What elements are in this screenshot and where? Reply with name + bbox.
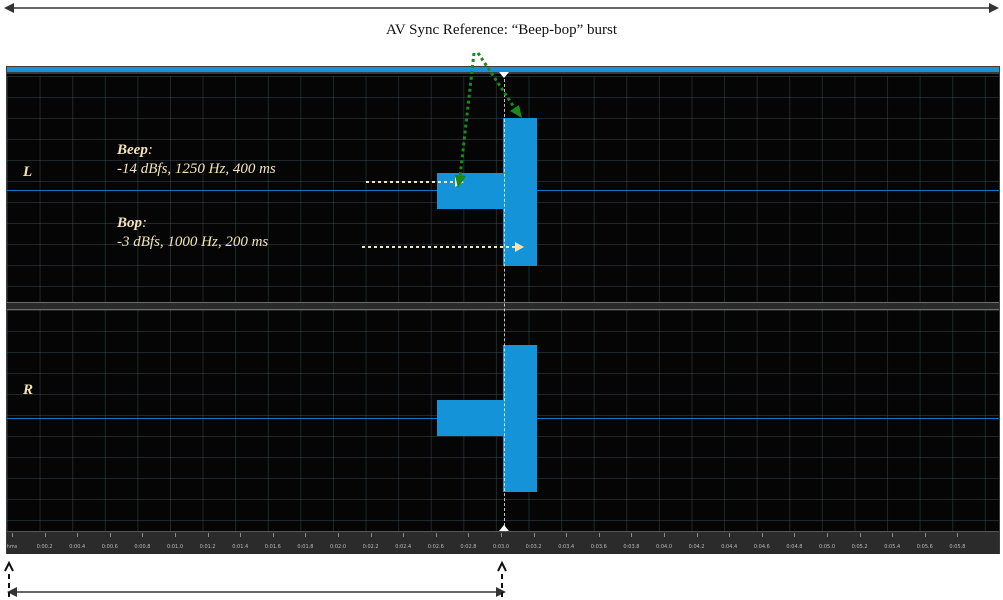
ruler-tick: [631, 533, 633, 537]
ruler-tick: [338, 533, 339, 537]
beep-annotation: Beep: -14 dBfs, 1250 Hz, 400 ms: [117, 141, 276, 178]
ruler-tick-label: 0:04.0: [656, 544, 672, 550]
left-beep-waveform: [437, 173, 503, 209]
overview-bar[interactable]: [7, 67, 999, 72]
ruler-tick-label: 0:05.2: [851, 544, 868, 550]
ruler-tick: [598, 533, 600, 537]
time-ruler[interactable]: hms 0:00.2 0:00.4 0:00.6 0:00.8 0:01.0 0:01.2 0…: [7, 531, 999, 554]
ruler-tick: [240, 533, 242, 537]
left-bop-waveform: [503, 118, 537, 266]
playhead-cursor-line[interactable]: [504, 74, 505, 531]
right-bop-waveform: [503, 345, 537, 492]
right-beep-waveform: [437, 400, 503, 436]
beep-description: -14 dBfs, 1250 Hz, 400 ms: [117, 161, 276, 177]
start-marker-caret: [4, 560, 14, 572]
ruler-tick: [827, 533, 828, 537]
ruler-tick: [664, 533, 665, 537]
ruler-tick-label: 0:05.8: [949, 544, 966, 550]
caption-to-beep-line: [458, 52, 476, 178]
bop-colon: :: [142, 215, 148, 231]
ruler-tick: [761, 533, 763, 537]
ruler-tick: [729, 533, 731, 537]
left-channel-track[interactable]: L: [7, 76, 999, 302]
ruler-tick: [794, 533, 796, 537]
ruler-tick: [175, 533, 176, 537]
ruler-tick-label: 0:05.6: [916, 544, 933, 550]
ruler-tick: [957, 533, 959, 537]
ruler-tick: [468, 533, 470, 537]
ruler-tick: [12, 533, 13, 537]
ruler-tick-label: 0:04.6: [753, 544, 770, 550]
ruler-tick-label: 0:00.6: [101, 544, 118, 550]
ruler-tick-label: 0:05.0: [819, 544, 835, 550]
beep-colon: :: [147, 142, 153, 158]
caption-to-bop-line: [476, 52, 518, 111]
ruler-tick-label: hms: [6, 544, 18, 550]
full-duration-arrow-left-head: [4, 3, 14, 13]
ruler-tick: [272, 533, 274, 537]
caption-to-beep-head: [455, 175, 466, 188]
ruler-tick-label: 0:00.8: [134, 544, 151, 550]
sync-marker-caret: [497, 560, 507, 572]
ruler-tick: [859, 533, 861, 537]
right-channel-track[interactable]: R: [7, 310, 999, 531]
ruler-tick-label: 0:02.4: [395, 544, 412, 550]
ruler-tick-label: 0:03.8: [623, 544, 640, 550]
ruler-tick-label: 0:02.6: [427, 544, 444, 550]
ruler-tick-label: 0:00.4: [69, 544, 86, 550]
ruler-tick: [142, 533, 144, 537]
ruler-tick-label: 0:04.2: [688, 544, 705, 550]
caption-to-bop-head: [510, 105, 522, 118]
ruler-tick-label: 0:01.8: [297, 544, 314, 550]
bop-pointer-head: [515, 242, 524, 252]
ruler-tick-label: 0:04.8: [786, 544, 803, 550]
channel-divider[interactable]: [7, 302, 999, 310]
full-duration-arrow-right-head: [989, 3, 999, 13]
left-channel-label: L: [23, 164, 33, 180]
ruler-tick: [370, 533, 372, 537]
right-channel-label: R: [23, 382, 34, 398]
ruler-tick: [77, 533, 79, 537]
bop-title: Bop: [117, 215, 143, 231]
ruler-tick-label: 0:03.4: [558, 544, 575, 550]
waveform-editor[interactable]: L R hms 0:00.2 0:00.4 0:00.6 0:00.8 0:01.0 0:0…: [6, 66, 1000, 554]
playhead-top-marker[interactable]: [499, 72, 509, 78]
bop-description: -3 dBfs, 1000 Hz, 200 ms: [117, 234, 269, 250]
beep-title: Beep: [117, 142, 148, 158]
ruler-tick: [109, 533, 111, 537]
ruler-tick-label: 0:02.2: [362, 544, 379, 550]
ruler-tick: [207, 533, 209, 537]
ruler-tick-label: 0:01.6: [264, 544, 281, 550]
ruler-tick-label: 0:03.6: [590, 544, 607, 550]
ruler-tick: [44, 533, 46, 537]
ruler-tick-label: 0:05.4: [884, 544, 901, 550]
ruler-tick-label: 0:04.4: [721, 544, 738, 550]
ruler-tick-label: 0:01.0: [167, 544, 183, 550]
ruler-tick: [924, 533, 926, 537]
ruler-tick: [892, 533, 894, 537]
playhead-bottom-marker[interactable]: [499, 525, 509, 531]
ruler-tick: [696, 533, 698, 537]
bop-annotation: Bop: -3 dBfs, 1000 Hz, 200 ms: [117, 214, 268, 251]
ruler-tick-label: 0:02.0: [330, 544, 346, 550]
ruler-tick-label: 0:01.2: [199, 544, 216, 550]
sync-offset-arrow-left-head: [7, 587, 17, 597]
ruler-tick: [566, 533, 568, 537]
ruler-tick-label: 0:03.2: [525, 544, 542, 550]
ruler-tick-label: 0:02.8: [460, 544, 477, 550]
figure-caption: AV Sync Reference: “Beep-bop” burst: [385, 22, 618, 38]
ruler-tick-label: 0:01.4: [232, 544, 249, 550]
ruler-tick: [501, 533, 502, 537]
ruler-tick-label: 0:03.0: [493, 544, 509, 550]
ruler-tick-label: 0:00.2: [36, 544, 53, 550]
ruler-tick: [533, 533, 535, 537]
ruler-tick: [403, 533, 405, 537]
ruler-tick: [305, 533, 307, 537]
ruler-tick: [435, 533, 437, 537]
